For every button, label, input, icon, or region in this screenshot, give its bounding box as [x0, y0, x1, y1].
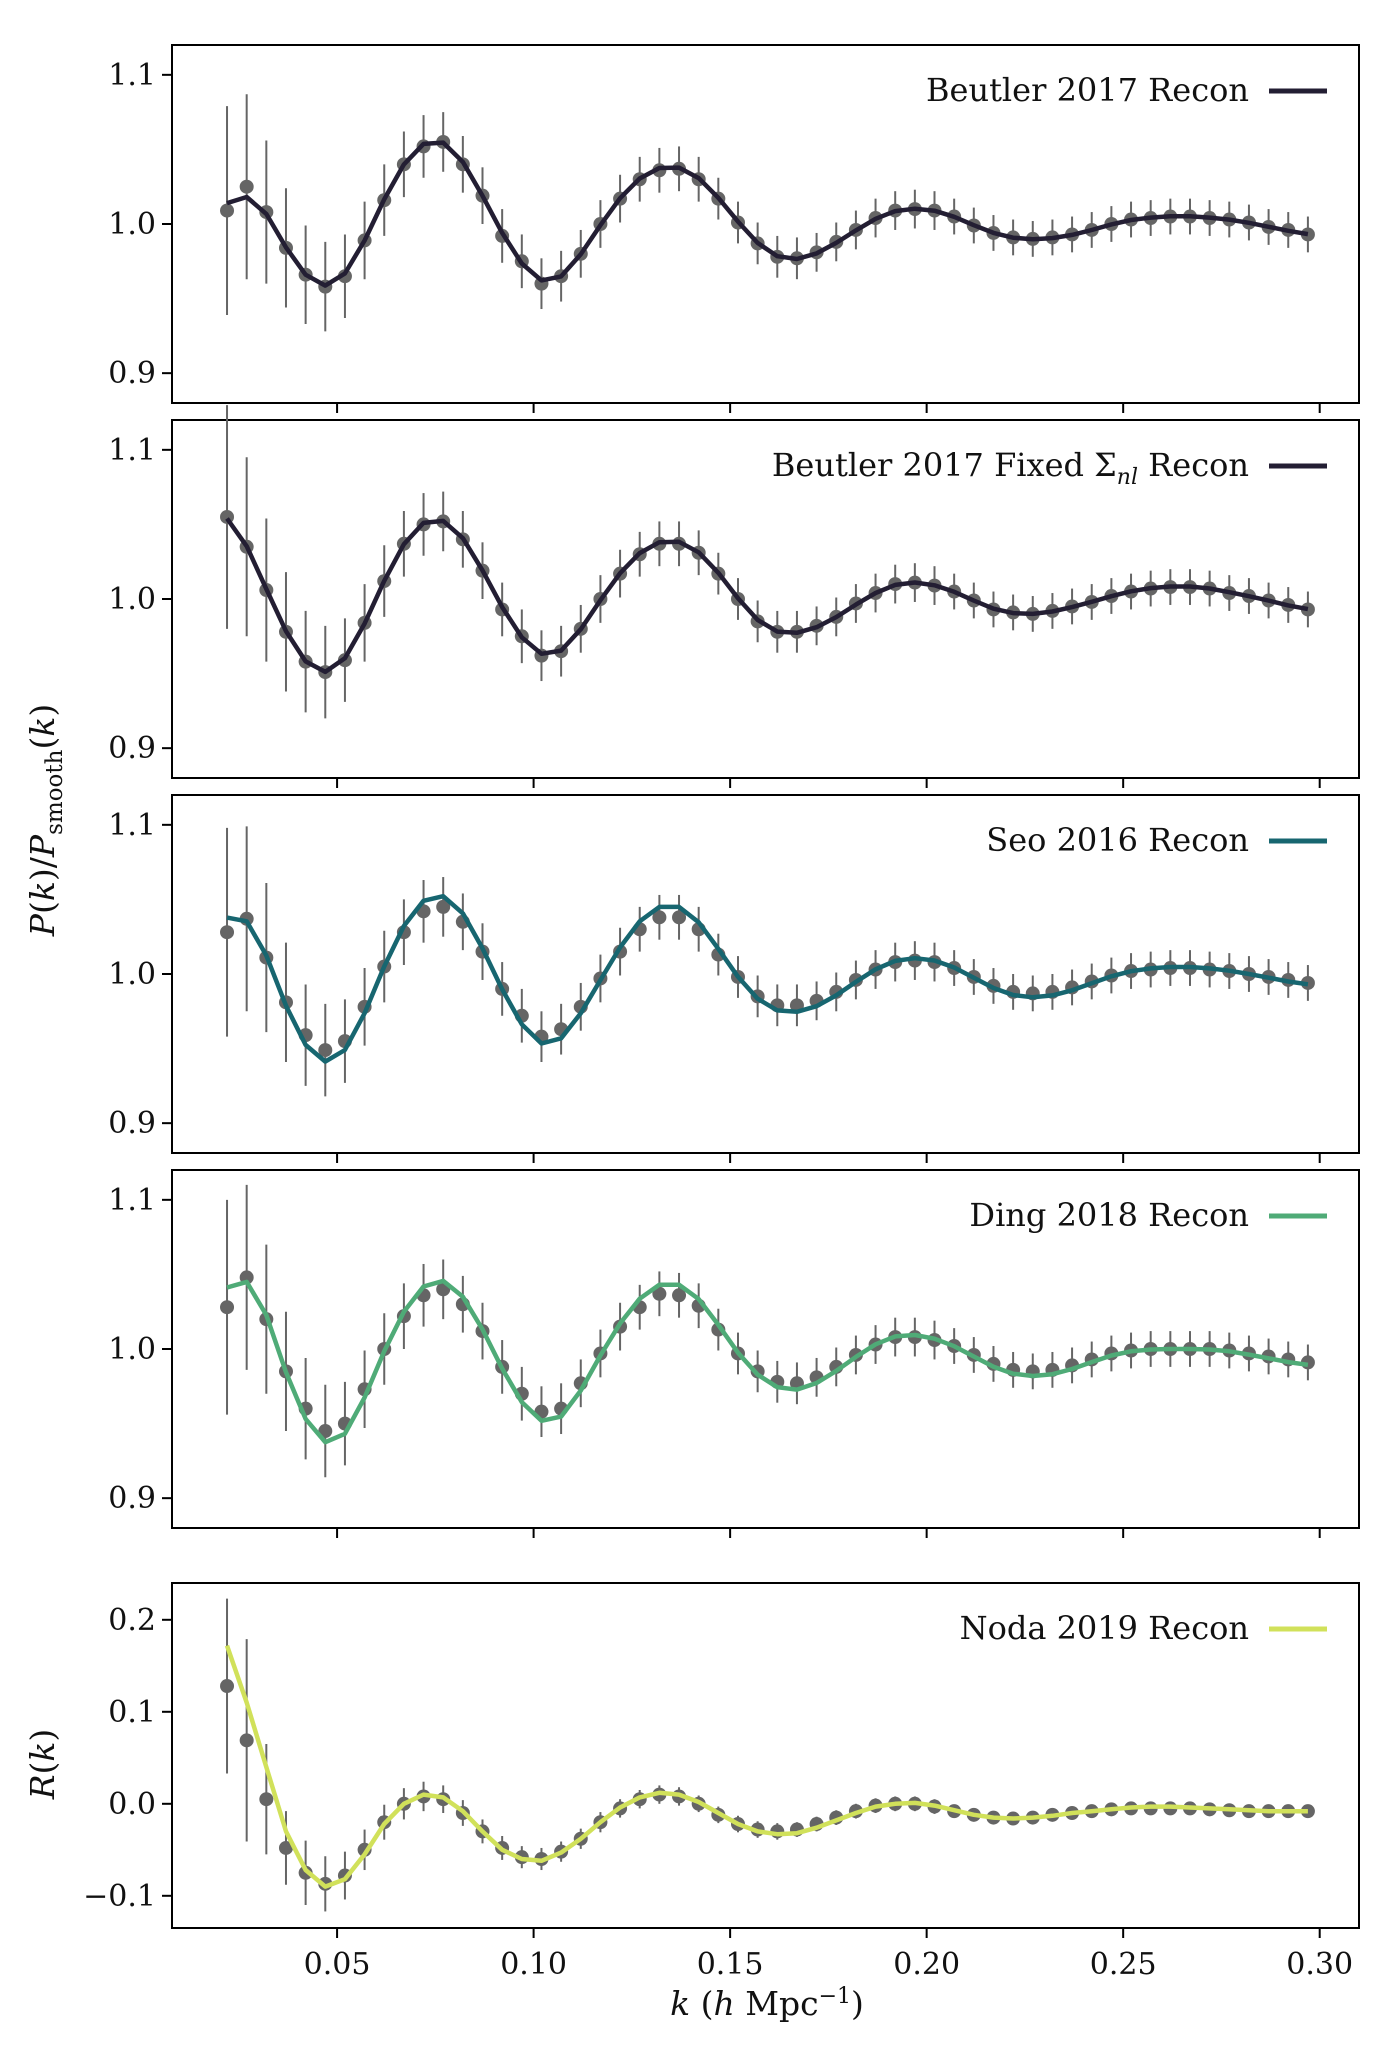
x-tick-label: 0.10 — [500, 1947, 567, 1982]
axes-frame — [171, 1582, 1360, 1929]
x-tick-label: 0.05 — [304, 1947, 371, 1982]
data-point — [278, 1840, 293, 1855]
data-point — [652, 1286, 667, 1301]
data-point — [318, 1043, 333, 1058]
y-tick-label: 1.0 — [108, 582, 156, 617]
y-tick-label: −0.1 — [83, 1879, 156, 1914]
legend-label: Noda 2019 Recon — [960, 1609, 1249, 1647]
data-point — [672, 1288, 687, 1303]
model-line — [225, 517, 1309, 675]
legend-label: Beutler 2017 Fixed Σnl Recon — [772, 446, 1249, 490]
data-point — [220, 1300, 235, 1315]
data-points — [220, 94, 1315, 332]
y-tick-label: 0.9 — [108, 356, 156, 391]
data-point — [220, 203, 235, 218]
data-point — [239, 179, 254, 194]
y-tick-label: 1.0 — [108, 1332, 156, 1367]
x-tick-label: 0.25 — [1090, 1947, 1157, 1982]
data-point — [337, 269, 352, 284]
data-point — [1300, 1804, 1315, 1819]
ratio-ylabel: R(k) — [23, 1729, 62, 1801]
y-tick-label: 1.1 — [108, 808, 156, 843]
y-tick-label: 1.1 — [108, 433, 156, 468]
data-point — [259, 1792, 274, 1807]
y-tick-label: 1.0 — [108, 957, 156, 992]
y-tick-label: 1.0 — [108, 207, 156, 242]
data-point — [220, 925, 235, 940]
model-line — [224, 1644, 1308, 1889]
panel-2: 0.9 1.0 1.1 Beutler 2017 Fixed Σnl Recon — [108, 405, 1360, 788]
model-line — [226, 893, 1309, 1064]
legend-label: Beutler 2017 Recon — [926, 71, 1249, 109]
model-line — [226, 140, 1309, 288]
y-tick-label: 1.1 — [108, 1183, 156, 1218]
y-tick-label: 0.9 — [108, 731, 156, 766]
panels: 0.9 1.0 1.1 Beutler 2017 Recon 0.9 1.0 1.1 Beut… — [83, 44, 1360, 1982]
data-point — [239, 1733, 254, 1748]
data-point — [220, 1679, 235, 1694]
y-tick-label: 0.0 — [108, 1787, 156, 1822]
main-ylabel: P(k)/Psmooth(k) — [23, 704, 68, 937]
model-line — [226, 1278, 1309, 1445]
legend-label: Ding 2018 Recon — [969, 1196, 1249, 1234]
x-tick-label: 0.30 — [1286, 1947, 1353, 1982]
y-tick-label: 0.9 — [108, 1481, 156, 1516]
data-point — [652, 910, 667, 925]
y-tick-label: 1.1 — [108, 58, 156, 93]
panel-1: 0.9 1.0 1.1 Beutler 2017 Recon — [108, 44, 1360, 413]
legend-label: Seo 2016 Recon — [986, 821, 1249, 859]
data-point — [1300, 227, 1315, 242]
y-tick-label: 0.2 — [108, 1603, 156, 1638]
data-point — [1300, 602, 1315, 617]
data-point — [436, 899, 451, 914]
panel-5: −0.1 0.0 0.1 0.2 0.05 0.10 0.15 0.20 0.25 0.30 Nod… — [83, 1582, 1360, 1982]
panel-3: 0.9 1.0 1.1 Seo 2016 Recon — [108, 794, 1360, 1163]
data-point — [318, 1424, 333, 1439]
x-axis-label: k (h Mpc−1) — [670, 1984, 864, 2023]
data-point — [672, 910, 687, 925]
x-tick-label: 0.15 — [697, 1947, 764, 1982]
y-tick-label: 0.9 — [108, 1106, 156, 1141]
panel-4: 0.9 1.0 1.1 Ding 2018 Recon — [108, 1169, 1360, 1538]
x-tick-label: 0.20 — [893, 1947, 960, 1982]
y-tick-label: 0.1 — [108, 1695, 156, 1730]
